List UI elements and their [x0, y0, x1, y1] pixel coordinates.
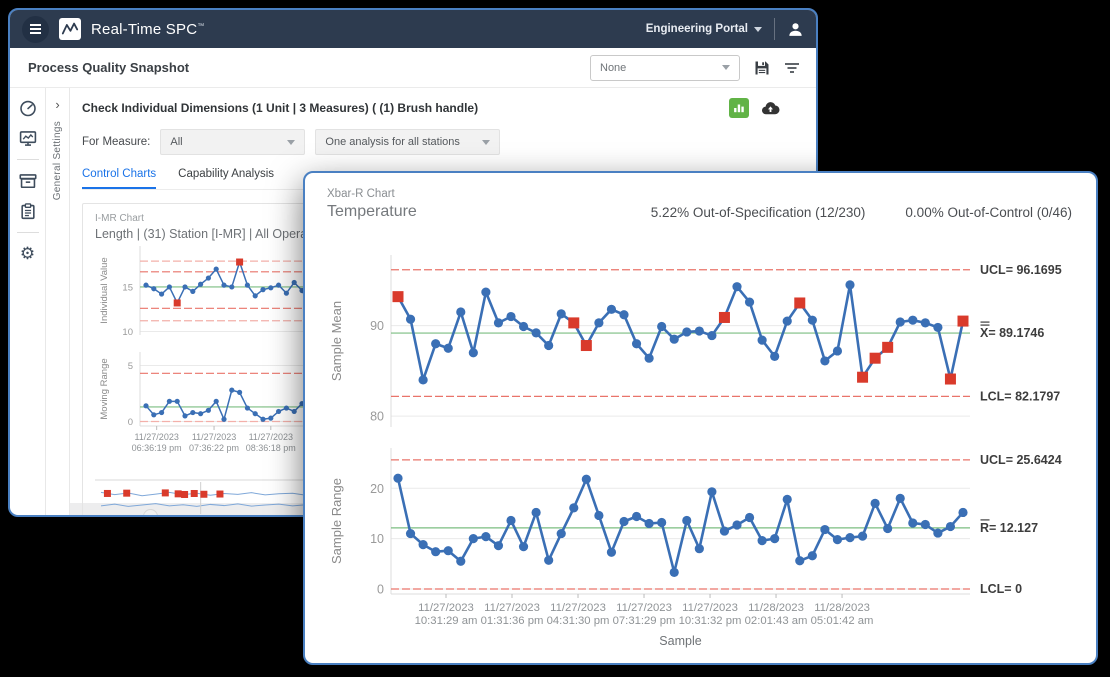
svg-text:11/27/2023: 11/27/2023 [192, 432, 236, 442]
monitor-chart-icon[interactable] [19, 129, 37, 147]
svg-text:Moving Range: Moving Range [99, 358, 110, 419]
svg-text:X= 89.1746: X= 89.1746 [980, 326, 1044, 340]
clipboard-icon[interactable] [19, 202, 37, 220]
svg-text:10: 10 [370, 532, 384, 546]
svg-text:11/27/2023: 11/27/2023 [682, 602, 738, 614]
svg-text:Sample Range: Sample Range [329, 478, 344, 564]
rail-divider [17, 232, 39, 233]
svg-text:90: 90 [370, 319, 384, 333]
cloud-upload-icon[interactable] [761, 100, 780, 116]
svg-text:Sample: Sample [659, 634, 701, 648]
svg-text:01:31:36 pm: 01:31:36 pm [481, 615, 544, 627]
svg-text:LCL= 0: LCL= 0 [980, 582, 1022, 596]
user-icon[interactable] [787, 21, 804, 38]
svg-text:08:36:18 pm: 08:36:18 pm [246, 443, 296, 453]
svg-text:UCL= 96.1695: UCL= 96.1695 [980, 263, 1062, 277]
svg-text:11/28/2023: 11/28/2023 [748, 602, 804, 614]
svg-text:10:31:32 pm: 10:31:32 pm [679, 615, 742, 627]
svg-text:0: 0 [377, 582, 384, 596]
sample-mean-chart: 80 90 UCL= 96.1695 X= 89.1746 LCL= 82.1797 Sa… [309, 233, 1095, 433]
xbar-r-chart-title: Temperature [327, 203, 417, 221]
icon-rail: ⚙ [10, 88, 46, 515]
svg-text:20: 20 [370, 482, 384, 496]
svg-text:10: 10 [122, 327, 133, 338]
for-measure-label: For Measure: [82, 136, 150, 148]
svg-text:04:31:30 pm: 04:31:30 pm [547, 615, 610, 627]
svg-text:R= 12.127: R= 12.127 [980, 521, 1038, 535]
filter-icon[interactable] [784, 61, 800, 75]
app-logo-icon [59, 18, 81, 40]
svg-text:11/27/2023: 11/27/2023 [550, 602, 606, 614]
panel-title: Check Individual Dimensions (1 Unit | 3 … [82, 101, 478, 115]
out-of-control-stat: 0.00% Out-of-Control (0/46) [905, 205, 1072, 233]
svg-text:Sample Mean: Sample Mean [329, 301, 344, 381]
chevron-down-icon [754, 27, 762, 32]
rail-divider [17, 159, 39, 160]
page-title: Process Quality Snapshot [28, 60, 189, 75]
tab-control-charts[interactable]: Control Charts [82, 168, 156, 189]
out-of-spec-stat: 5.22% Out-of-Specification (12/230) [651, 205, 866, 233]
header-divider [774, 18, 775, 40]
svg-text:11/27/2023: 11/27/2023 [418, 602, 474, 614]
portal-selector[interactable]: Engineering Portal [646, 23, 762, 35]
general-settings-label: General Settings [52, 121, 63, 200]
tab-capability-analysis[interactable]: Capability Analysis [178, 168, 274, 189]
svg-text:11/27/2023: 11/27/2023 [484, 602, 540, 614]
measure-dropdown[interactable]: All [160, 129, 305, 155]
analysis-dropdown[interactable]: One analysis for all stations [315, 129, 500, 155]
dashboard-gauge-icon[interactable] [19, 99, 37, 117]
expand-chevron-icon[interactable]: › [55, 98, 59, 111]
bar-chart-button[interactable] [729, 98, 749, 118]
svg-text:07:31:29 pm: 07:31:29 pm [613, 615, 676, 627]
chevron-down-icon [722, 65, 730, 70]
svg-text:10:31:29 am: 10:31:29 am [415, 615, 478, 627]
settings-gear-icon[interactable]: ⚙ [19, 245, 37, 263]
chevron-down-icon [287, 140, 295, 145]
svg-text:LCL= 82.1797: LCL= 82.1797 [980, 389, 1060, 403]
svg-text:11/28/2023: 11/28/2023 [814, 602, 870, 614]
save-icon[interactable] [754, 60, 770, 76]
screen: Real-Time SPC™ Engineering Portal Proces… [0, 0, 1110, 677]
general-settings-rail: › General Settings [46, 88, 70, 515]
svg-text:0: 0 [128, 417, 133, 428]
report-select[interactable]: None [590, 55, 740, 81]
svg-text:11/27/2023: 11/27/2023 [134, 432, 178, 442]
svg-text:02:01:43 am: 02:01:43 am [745, 615, 808, 627]
app-header: Real-Time SPC™ Engineering Portal [10, 10, 816, 48]
menu-icon[interactable] [22, 16, 49, 43]
archive-box-icon[interactable] [19, 172, 37, 190]
svg-text:05:01:42 am: 05:01:42 am [811, 615, 874, 627]
svg-text:5: 5 [128, 361, 133, 372]
svg-text:UCL= 25.6424: UCL= 25.6424 [980, 453, 1062, 467]
xbar-r-chart-label: Xbar-R Chart [327, 188, 417, 200]
svg-text:07:36:22 pm: 07:36:22 pm [189, 443, 239, 453]
sample-range-chart: 0102011/27/202310:31:29 am11/27/202301:3… [309, 438, 1095, 665]
xbar-r-window: Xbar-R Chart Temperature 5.22% Out-of-Sp… [303, 171, 1098, 665]
svg-text:80: 80 [370, 410, 384, 424]
brand-title: Real-Time SPC™ [91, 21, 204, 38]
toolbar: Process Quality Snapshot None [10, 48, 816, 88]
chevron-down-icon [482, 140, 490, 145]
svg-text:06:36:19 pm: 06:36:19 pm [132, 443, 182, 453]
svg-text:11/27/2023: 11/27/2023 [249, 432, 293, 442]
svg-text:15: 15 [122, 282, 133, 293]
svg-text:11/27/2023: 11/27/2023 [616, 602, 672, 614]
svg-text:Individual Value: Individual Value [99, 257, 110, 323]
